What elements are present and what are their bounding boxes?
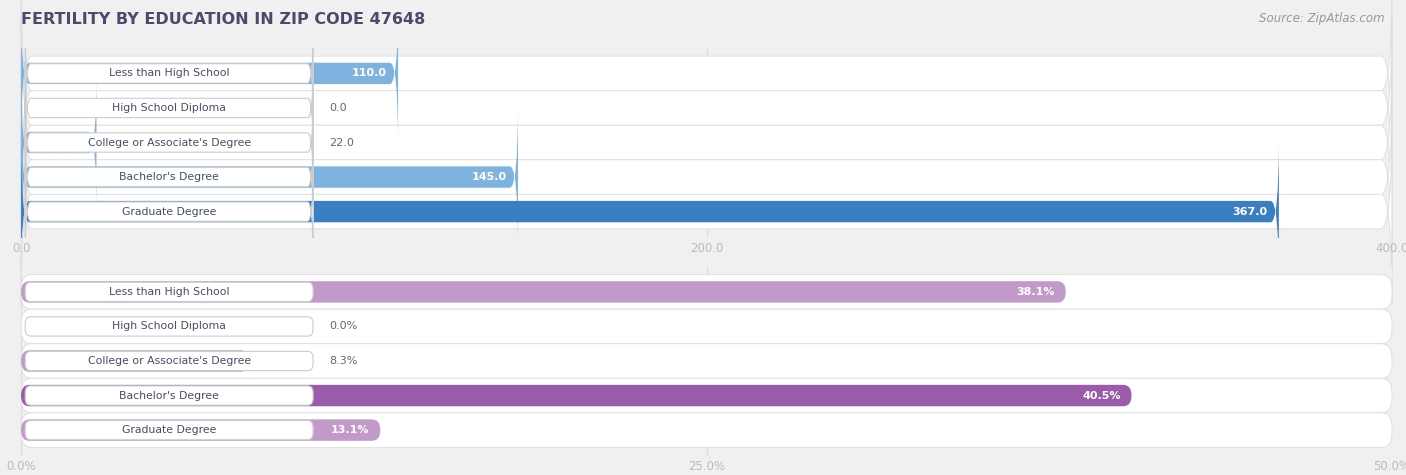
FancyBboxPatch shape	[21, 139, 1279, 284]
Text: 367.0: 367.0	[1233, 207, 1268, 217]
FancyBboxPatch shape	[25, 28, 314, 119]
FancyBboxPatch shape	[21, 378, 1392, 413]
Text: Bachelor's Degree: Bachelor's Degree	[120, 172, 219, 182]
FancyBboxPatch shape	[21, 309, 1392, 344]
Text: FERTILITY BY EDUCATION IN ZIP CODE 47648: FERTILITY BY EDUCATION IN ZIP CODE 47648	[21, 12, 426, 27]
Text: Graduate Degree: Graduate Degree	[122, 207, 217, 217]
FancyBboxPatch shape	[25, 317, 314, 336]
Text: 0.0%: 0.0%	[329, 322, 357, 332]
Text: High School Diploma: High School Diploma	[112, 103, 226, 113]
Text: High School Diploma: High School Diploma	[112, 322, 226, 332]
FancyBboxPatch shape	[21, 281, 1066, 303]
Text: 40.5%: 40.5%	[1083, 390, 1121, 400]
FancyBboxPatch shape	[21, 105, 517, 249]
Text: Graduate Degree: Graduate Degree	[122, 425, 217, 435]
Text: 38.1%: 38.1%	[1017, 287, 1054, 297]
FancyBboxPatch shape	[21, 385, 1132, 406]
Text: 110.0: 110.0	[352, 68, 387, 78]
FancyBboxPatch shape	[21, 413, 1392, 447]
FancyBboxPatch shape	[21, 0, 1392, 167]
FancyBboxPatch shape	[21, 15, 1392, 201]
FancyBboxPatch shape	[25, 282, 314, 302]
Text: Source: ZipAtlas.com: Source: ZipAtlas.com	[1260, 12, 1385, 25]
Text: Less than High School: Less than High School	[108, 287, 229, 297]
Text: 22.0: 22.0	[329, 137, 354, 148]
FancyBboxPatch shape	[25, 97, 314, 188]
FancyBboxPatch shape	[25, 386, 314, 405]
Text: Bachelor's Degree: Bachelor's Degree	[120, 390, 219, 400]
FancyBboxPatch shape	[21, 49, 1392, 236]
FancyBboxPatch shape	[21, 70, 97, 215]
FancyBboxPatch shape	[25, 166, 314, 257]
FancyBboxPatch shape	[25, 62, 314, 153]
FancyBboxPatch shape	[25, 132, 314, 223]
FancyBboxPatch shape	[21, 275, 1392, 309]
FancyBboxPatch shape	[21, 84, 1392, 270]
FancyBboxPatch shape	[21, 350, 249, 372]
FancyBboxPatch shape	[21, 118, 1392, 305]
FancyBboxPatch shape	[21, 1, 398, 146]
Text: 145.0: 145.0	[472, 172, 508, 182]
Text: Less than High School: Less than High School	[108, 68, 229, 78]
Text: 13.1%: 13.1%	[330, 425, 370, 435]
Text: College or Associate's Degree: College or Associate's Degree	[87, 137, 250, 148]
Text: 8.3%: 8.3%	[329, 356, 359, 366]
Text: College or Associate's Degree: College or Associate's Degree	[87, 356, 250, 366]
Text: 0.0: 0.0	[329, 103, 347, 113]
FancyBboxPatch shape	[21, 344, 1392, 378]
FancyBboxPatch shape	[25, 420, 314, 440]
FancyBboxPatch shape	[25, 352, 314, 370]
FancyBboxPatch shape	[21, 419, 380, 441]
